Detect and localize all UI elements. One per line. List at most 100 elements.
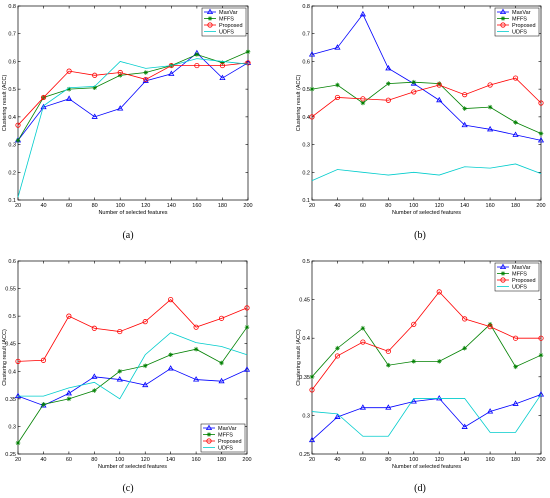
plot-area — [311, 260, 542, 455]
x-tick-label: 160 — [192, 457, 201, 463]
legend-label: UDFS — [512, 285, 527, 291]
data-point — [220, 60, 225, 66]
series-mffs — [309, 322, 544, 380]
data-point — [360, 325, 366, 331]
data-point — [462, 92, 468, 98]
data-point — [359, 404, 366, 410]
x-tick-label: 120 — [435, 457, 444, 463]
data-point — [142, 381, 149, 388]
data-point — [512, 75, 519, 81]
data-point — [487, 104, 493, 110]
x-tick-label: 140 — [460, 457, 469, 463]
series-line — [17, 326, 248, 444]
data-point — [194, 52, 200, 57]
data-point — [410, 398, 417, 404]
x-tick-label: 120 — [141, 457, 150, 463]
x-tick-label: 80 — [91, 457, 97, 463]
y-tick-label: 0.2 — [8, 170, 16, 176]
data-point — [461, 121, 468, 128]
x-tick-label: 120 — [435, 203, 444, 209]
x-tick-label: 160 — [486, 203, 495, 209]
legend-marker — [207, 16, 213, 21]
legend-marker — [500, 22, 506, 28]
data-point — [308, 51, 316, 57]
x-tick-label: 160 — [486, 457, 495, 463]
series-proposed — [15, 296, 250, 364]
series-udfs — [17, 58, 249, 198]
series-maxvar — [308, 391, 545, 443]
y-tick-label: 0.3 — [8, 424, 16, 430]
data-point — [360, 96, 366, 102]
x-tick-label: 200 — [243, 203, 252, 209]
data-point — [461, 423, 468, 429]
x-tick-label: 60 — [360, 203, 366, 209]
plot-area — [17, 260, 248, 455]
y-axis-label: Clustering result (ACC) — [2, 75, 8, 132]
data-point — [411, 359, 417, 364]
x-tick-label: 20 — [309, 457, 315, 463]
y-tick-label: 0.6 — [8, 259, 16, 265]
series-udfs — [18, 332, 248, 400]
series-mffs — [15, 324, 250, 446]
data-point — [538, 100, 544, 106]
data-point — [91, 325, 97, 331]
data-point — [142, 363, 148, 369]
data-point — [219, 62, 226, 69]
data-point — [194, 62, 200, 69]
data-point — [538, 335, 544, 341]
data-point — [360, 339, 366, 345]
y-tick-label: 0.1 — [302, 198, 310, 204]
data-point — [308, 436, 316, 443]
data-point — [385, 404, 392, 410]
legend-label: Proposed — [512, 23, 536, 29]
data-point — [512, 131, 519, 137]
data-point — [538, 352, 544, 358]
series-line — [311, 291, 541, 391]
data-point — [142, 319, 148, 325]
y-tick-label: 0.45 — [299, 298, 310, 304]
y-tick-label: 0.3 — [302, 143, 310, 149]
data-point — [487, 82, 493, 88]
data-point — [15, 138, 21, 143]
data-point — [309, 374, 315, 380]
series-line — [18, 332, 248, 400]
legend-label: MaxVar — [219, 10, 238, 16]
x-tick-label: 100 — [116, 203, 125, 209]
panel-label: (a) — [122, 230, 133, 241]
data-point — [66, 95, 73, 101]
legend-marker — [499, 8, 507, 14]
legend-label: Proposed — [512, 278, 536, 284]
data-point — [436, 82, 442, 88]
x-tick-label: 160 — [192, 203, 201, 209]
legend-label: MFFS — [512, 17, 527, 23]
data-point — [245, 60, 251, 66]
x-tick-label: 20 — [15, 457, 21, 463]
series-mffs — [309, 79, 544, 136]
legend-label: MFFS — [219, 17, 234, 23]
legend-label: Proposed — [219, 23, 243, 29]
data-point — [385, 64, 392, 71]
data-point — [66, 68, 72, 74]
data-point — [243, 366, 251, 372]
y-tick-label: 0.8 — [302, 4, 310, 10]
data-point — [65, 389, 72, 396]
series-udfs — [311, 394, 542, 437]
data-point — [334, 94, 341, 101]
data-point — [14, 392, 22, 399]
legend-label: MFFS — [218, 433, 233, 439]
data-point — [66, 396, 72, 402]
data-point — [309, 114, 315, 120]
series-proposed — [15, 60, 251, 128]
data-point — [309, 387, 315, 393]
x-tick-label: 80 — [385, 457, 391, 463]
data-point — [462, 316, 468, 322]
data-point — [15, 122, 21, 128]
data-point — [244, 305, 250, 311]
data-point — [218, 377, 225, 384]
x-tick-label: 140 — [460, 203, 469, 209]
data-point — [143, 76, 149, 83]
data-point — [91, 373, 98, 379]
chart-panel-3: 0.25 0.3 0.35 0.4 0.45 0.5 0.55 0.6 20 40 60 80 100 1… — [2, 259, 252, 494]
legend-label: MaxVar — [512, 10, 531, 16]
